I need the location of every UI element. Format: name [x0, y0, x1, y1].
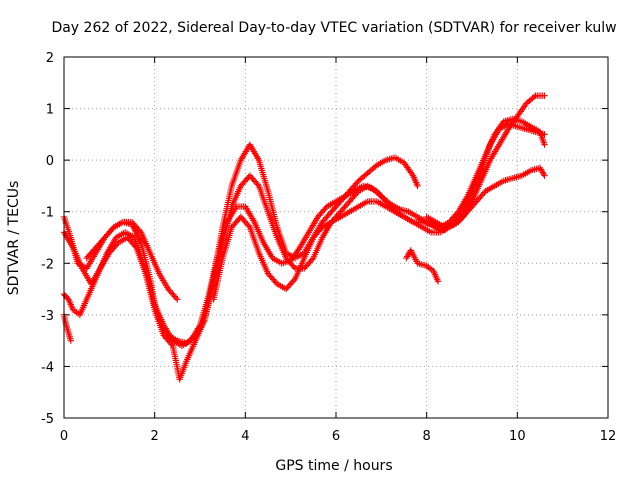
series-track-6 — [210, 115, 548, 303]
x-tick-label: 4 — [241, 429, 249, 444]
x-axis-title: GPS time / hours — [275, 458, 392, 474]
x-tick-label: 0 — [60, 429, 68, 444]
data-point-marker — [540, 170, 547, 178]
y-tick-label: 0 — [46, 154, 54, 169]
y-tick-label: -3 — [41, 309, 54, 324]
data-point-marker — [308, 256, 316, 263]
data-point-marker — [174, 296, 181, 303]
y-tick-label: -2 — [41, 257, 54, 272]
x-tick-label: 12 — [600, 429, 617, 444]
x-tick-label: 8 — [423, 429, 431, 444]
data-point-marker — [136, 227, 143, 235]
data-point-marker — [541, 92, 548, 99]
data-point-marker — [541, 141, 548, 148]
grid-layer — [64, 57, 608, 418]
data-point-marker — [254, 181, 261, 188]
series-track-7 — [403, 247, 442, 285]
x-tick-label: 10 — [509, 429, 526, 444]
data-point-marker — [354, 179, 361, 186]
chart-title: Day 262 of 2022, Sidereal Day-to-day VTE… — [51, 20, 616, 36]
data-point-marker — [434, 278, 442, 285]
data-point-marker — [541, 172, 548, 179]
series-track-3 — [60, 311, 74, 344]
y-tick-label: -4 — [41, 360, 54, 375]
y-tick-label: 2 — [46, 51, 54, 66]
x-tick-label: 2 — [151, 429, 159, 444]
series-track-8 — [423, 92, 548, 231]
data-point-marker — [245, 222, 252, 229]
data-point-marker — [290, 263, 298, 271]
data-point-marker — [530, 93, 538, 101]
y-tick-label: -5 — [41, 412, 54, 427]
series-layer — [60, 92, 548, 383]
data-point-marker — [372, 163, 379, 170]
y-tick-label: 1 — [46, 103, 54, 118]
y-axis-title: SDTVAR / TECUs — [6, 181, 22, 296]
y-tick-label: -1 — [41, 206, 54, 221]
data-point-marker — [132, 243, 139, 250]
data-point-marker — [385, 199, 393, 206]
data-point-marker — [290, 277, 298, 284]
data-point-marker — [414, 182, 421, 190]
data-point-marker — [172, 294, 180, 302]
data-point-marker — [67, 337, 74, 344]
x-tick-label: 6 — [332, 429, 340, 444]
